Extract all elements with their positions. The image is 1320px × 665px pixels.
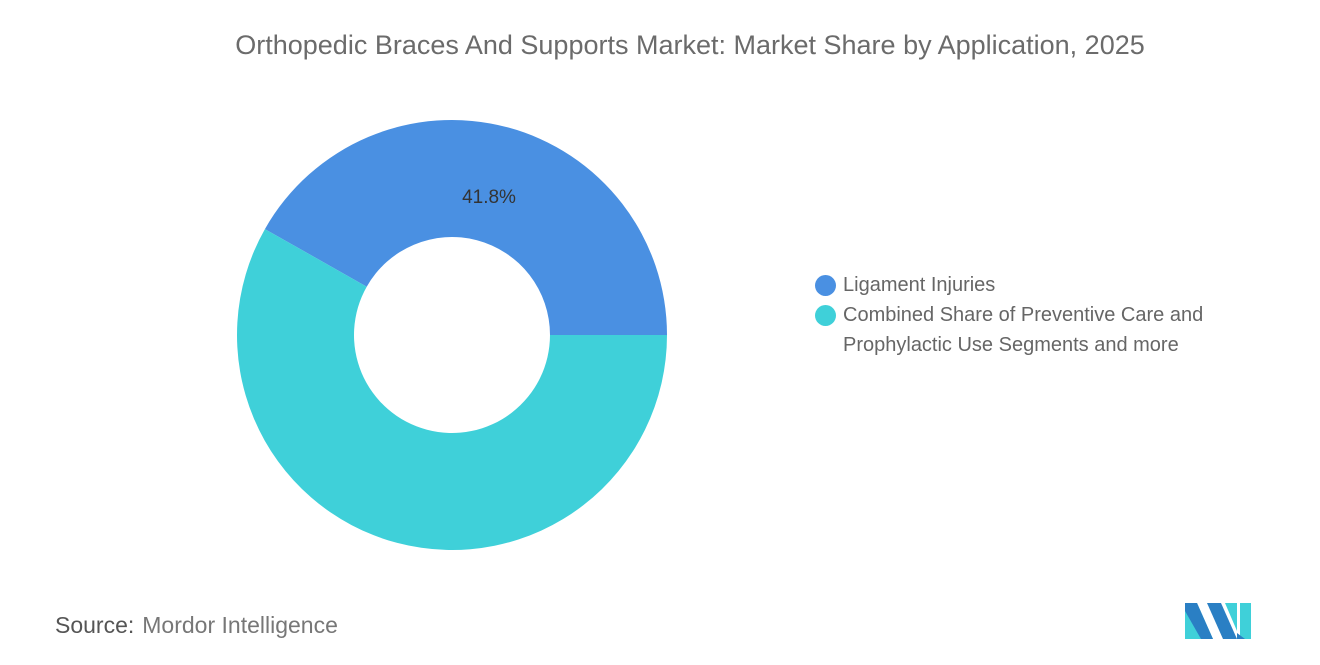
chart-title: Orthopedic Braces And Supports Market: M… [235,30,1145,60]
legend-swatch [815,275,836,296]
legend-label: Ligament Injuries [843,274,996,296]
legend-item-ligament-injuries: Ligament Injuries [815,270,1263,300]
legend-item-combined-share: Combined Share of Preventive Care and Pr… [815,300,1263,360]
source-note: Source: Mordor Intelligence [55,612,338,639]
donut-slice-1 [237,229,667,550]
legend-swatch [815,305,836,326]
source-value: Mordor Intelligence [142,612,338,638]
source-label: Source: [55,612,135,638]
data-label: 41.8% [462,187,516,208]
legend: Ligament Injuries Combined Share of Prev… [815,270,1263,360]
donut-slice-0 [264,119,667,335]
legend-label: Combined Share of Preventive Care and Pr… [843,304,1204,356]
mordor-intelligence-logo [1185,603,1251,639]
donut-chart: 41.8% [237,119,667,550]
